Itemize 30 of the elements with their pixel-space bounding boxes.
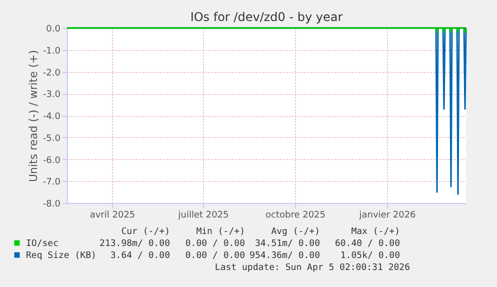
- y-tick-label: -8.0: [42, 200, 61, 210]
- chart-title: IOs for /dev/zd0 - by year: [190, 10, 343, 24]
- y-tick-label: -3.0: [42, 90, 61, 100]
- text: Min (-/+): [196, 227, 245, 237]
- y-tick-label: -2.0: [42, 68, 61, 78]
- legend-label: IO/sec: [26, 239, 59, 249]
- text: 1.05k/ 0.00: [340, 251, 400, 261]
- y-tick-label: -7.0: [42, 178, 61, 188]
- y-tick-label: -1.0: [42, 46, 61, 56]
- text: 60.40 / 0.00: [334, 239, 400, 249]
- y-tick-label: -6.0: [42, 156, 61, 166]
- y-tick-label: -4.0: [42, 112, 61, 122]
- text: Avg (-/+): [271, 227, 320, 237]
- y-tick-label: -5.0: [42, 134, 61, 144]
- text: 0.00 / 0.00: [185, 251, 245, 261]
- x-tick-label: avril 2025: [90, 210, 136, 220]
- x-tick-label: juillet 2025: [177, 210, 229, 220]
- text: Last update: Sun Apr 5 02:00:31 2026: [214, 263, 410, 273]
- x-tick-label: janvier 2026: [358, 210, 416, 220]
- y-axis-title: Units read (-) / write (+): [26, 50, 40, 182]
- text: Cur (-/+): [121, 227, 170, 237]
- text: 34.51m/ 0.00: [254, 239, 320, 249]
- text: Max (-/+): [351, 227, 400, 237]
- text: 0.00 / 0.00: [185, 239, 245, 249]
- legend-label: Req Size (KB): [26, 251, 96, 261]
- x-tick-label: octobre 2025: [265, 210, 326, 220]
- y-tick-label: 0.0: [46, 24, 61, 34]
- text: 954.36m/ 0.00: [250, 251, 320, 261]
- text: 213.98m/ 0.00: [100, 239, 170, 249]
- text: 3.64 / 0.00: [110, 251, 170, 261]
